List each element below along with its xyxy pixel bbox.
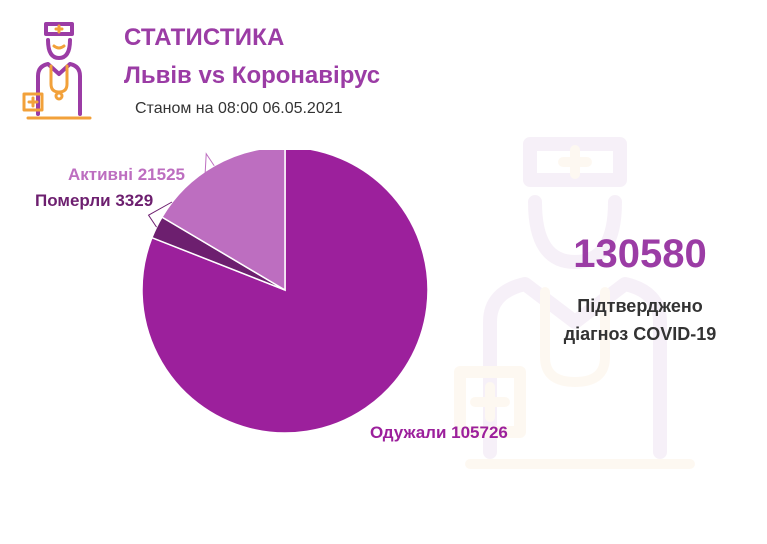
slice-label-recovered: Одужали 105726	[370, 423, 508, 442]
pie-leader-lines	[147, 152, 215, 228]
slice-label-died: Померли 3329	[35, 191, 153, 210]
leader-line-Померли	[147, 201, 173, 228]
as-of-timestamp: Станом на 08:00 06.05.2021	[135, 100, 343, 117]
doctor-watermark-icon	[454, 137, 695, 469]
pie-chart: Одужали 105726 Померли 3329 Активні 2152…	[35, 150, 508, 442]
pie-slice-active	[160, 150, 286, 292]
total-cases-label: Підтверджено діагноз COVID-19	[540, 292, 740, 348]
page-subtitle: Львів vs Коронавірус	[124, 62, 381, 89]
total-label-line2: діагноз COVID-19	[563, 324, 717, 344]
leader-line-Активні	[204, 152, 215, 177]
total-label-line1: Підтверджено	[577, 296, 703, 316]
doctor-logo-icon	[22, 22, 92, 120]
pie-slice-recovered	[141, 150, 429, 434]
slice-label-active: Активні 21525	[68, 165, 185, 184]
page-title: СТАТИСТИКА	[124, 24, 285, 51]
pie-slices	[141, 150, 429, 434]
total-cases-value: 130580	[573, 232, 707, 276]
